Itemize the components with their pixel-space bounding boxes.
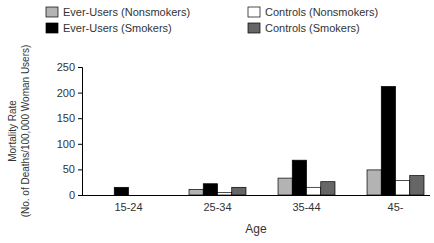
y-tick-mark: [78, 144, 82, 145]
y-tick: 0: [69, 189, 82, 201]
legend-item: Controls (Nonsmokers): [248, 6, 378, 18]
y-tick-mark: [78, 93, 82, 94]
legend-swatch: [248, 23, 260, 33]
bar: [278, 178, 292, 195]
bar: [321, 182, 335, 195]
bar-series: [232, 176, 424, 195]
y-tick-label: 50: [63, 163, 75, 175]
x-axis-title: Age: [245, 222, 267, 236]
legend-item: Ever-Users (Smokers): [46, 22, 172, 34]
bar-series: [217, 181, 409, 195]
legend-label: Ever-Users (Nonsmokers): [63, 6, 190, 18]
x-tick-label: 35-44: [292, 201, 320, 213]
legend-item: Controls (Smokers): [248, 22, 360, 34]
x-tick: 25-34: [203, 195, 231, 213]
bars: [114, 86, 424, 195]
x-tick-label: 45-: [388, 201, 404, 213]
y-tick: 100: [57, 138, 82, 150]
x-axis-line: [82, 195, 430, 196]
bar: [410, 176, 424, 195]
y-tick-label: 0: [69, 189, 75, 201]
y-axis-title: (No. of Deaths/100,000 Woman Users): [20, 45, 31, 218]
x-tick: 45-: [388, 195, 404, 213]
bar-series: [189, 170, 381, 195]
bar: [114, 187, 128, 195]
y-tick-label: 100: [57, 138, 75, 150]
bar: [292, 160, 306, 195]
y-tick-label: 250: [57, 61, 75, 73]
y-tick-mark: [78, 195, 82, 196]
chart: 0 50 100 150 200 250 15-24 25-34 35-44 45- Age Mort…: [0, 0, 434, 243]
bar: [100, 195, 114, 196]
bar: [307, 187, 321, 195]
y-tick: 250: [57, 61, 82, 73]
y-axis-line: [78, 68, 83, 196]
bar: [143, 195, 157, 196]
legend-swatch: [46, 23, 58, 33]
legend: Ever-Users (Nonsmokers) Ever-Users (Smoke…: [46, 6, 378, 34]
bar: [367, 170, 381, 195]
y-axis-title: Mortality Rate: [7, 100, 18, 162]
legend-swatch: [248, 7, 260, 17]
bar: [396, 181, 410, 195]
y-tick-label: 200: [57, 87, 75, 99]
legend-label: Ever-Users (Smokers): [63, 22, 172, 34]
bar: [217, 192, 231, 195]
y-tick: 150: [57, 112, 82, 124]
bar: [232, 187, 246, 195]
legend-item: Ever-Users (Nonsmokers): [46, 6, 190, 18]
legend-swatch: [46, 7, 58, 17]
legend-label: Controls (Nonsmokers): [265, 6, 378, 18]
y-axis: 0 50 100 150 200 250: [57, 61, 83, 201]
bar: [128, 195, 142, 196]
y-tick: 50: [63, 163, 82, 175]
x-tick: 35-44: [292, 195, 320, 213]
y-tick-mark: [78, 169, 82, 170]
x-tick-label: 15-24: [114, 201, 142, 213]
bar: [381, 86, 395, 195]
y-tick-mark: [78, 67, 82, 68]
y-tick: 200: [57, 87, 82, 99]
x-tick-label: 25-34: [203, 201, 231, 213]
y-tick-mark: [78, 118, 82, 119]
y-tick-label: 150: [57, 112, 75, 124]
x-tick: 15-24: [114, 195, 142, 213]
bar: [203, 184, 217, 195]
bar: [189, 189, 203, 195]
bar-series: [114, 86, 395, 195]
x-axis: 15-24 25-34 35-44 45-: [82, 195, 430, 213]
legend-label: Controls (Smokers): [265, 22, 360, 34]
